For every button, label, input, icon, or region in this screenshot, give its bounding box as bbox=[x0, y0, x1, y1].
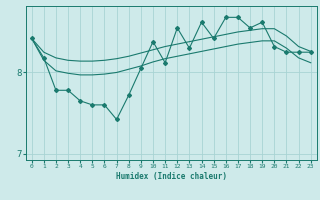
X-axis label: Humidex (Indice chaleur): Humidex (Indice chaleur) bbox=[116, 172, 227, 181]
